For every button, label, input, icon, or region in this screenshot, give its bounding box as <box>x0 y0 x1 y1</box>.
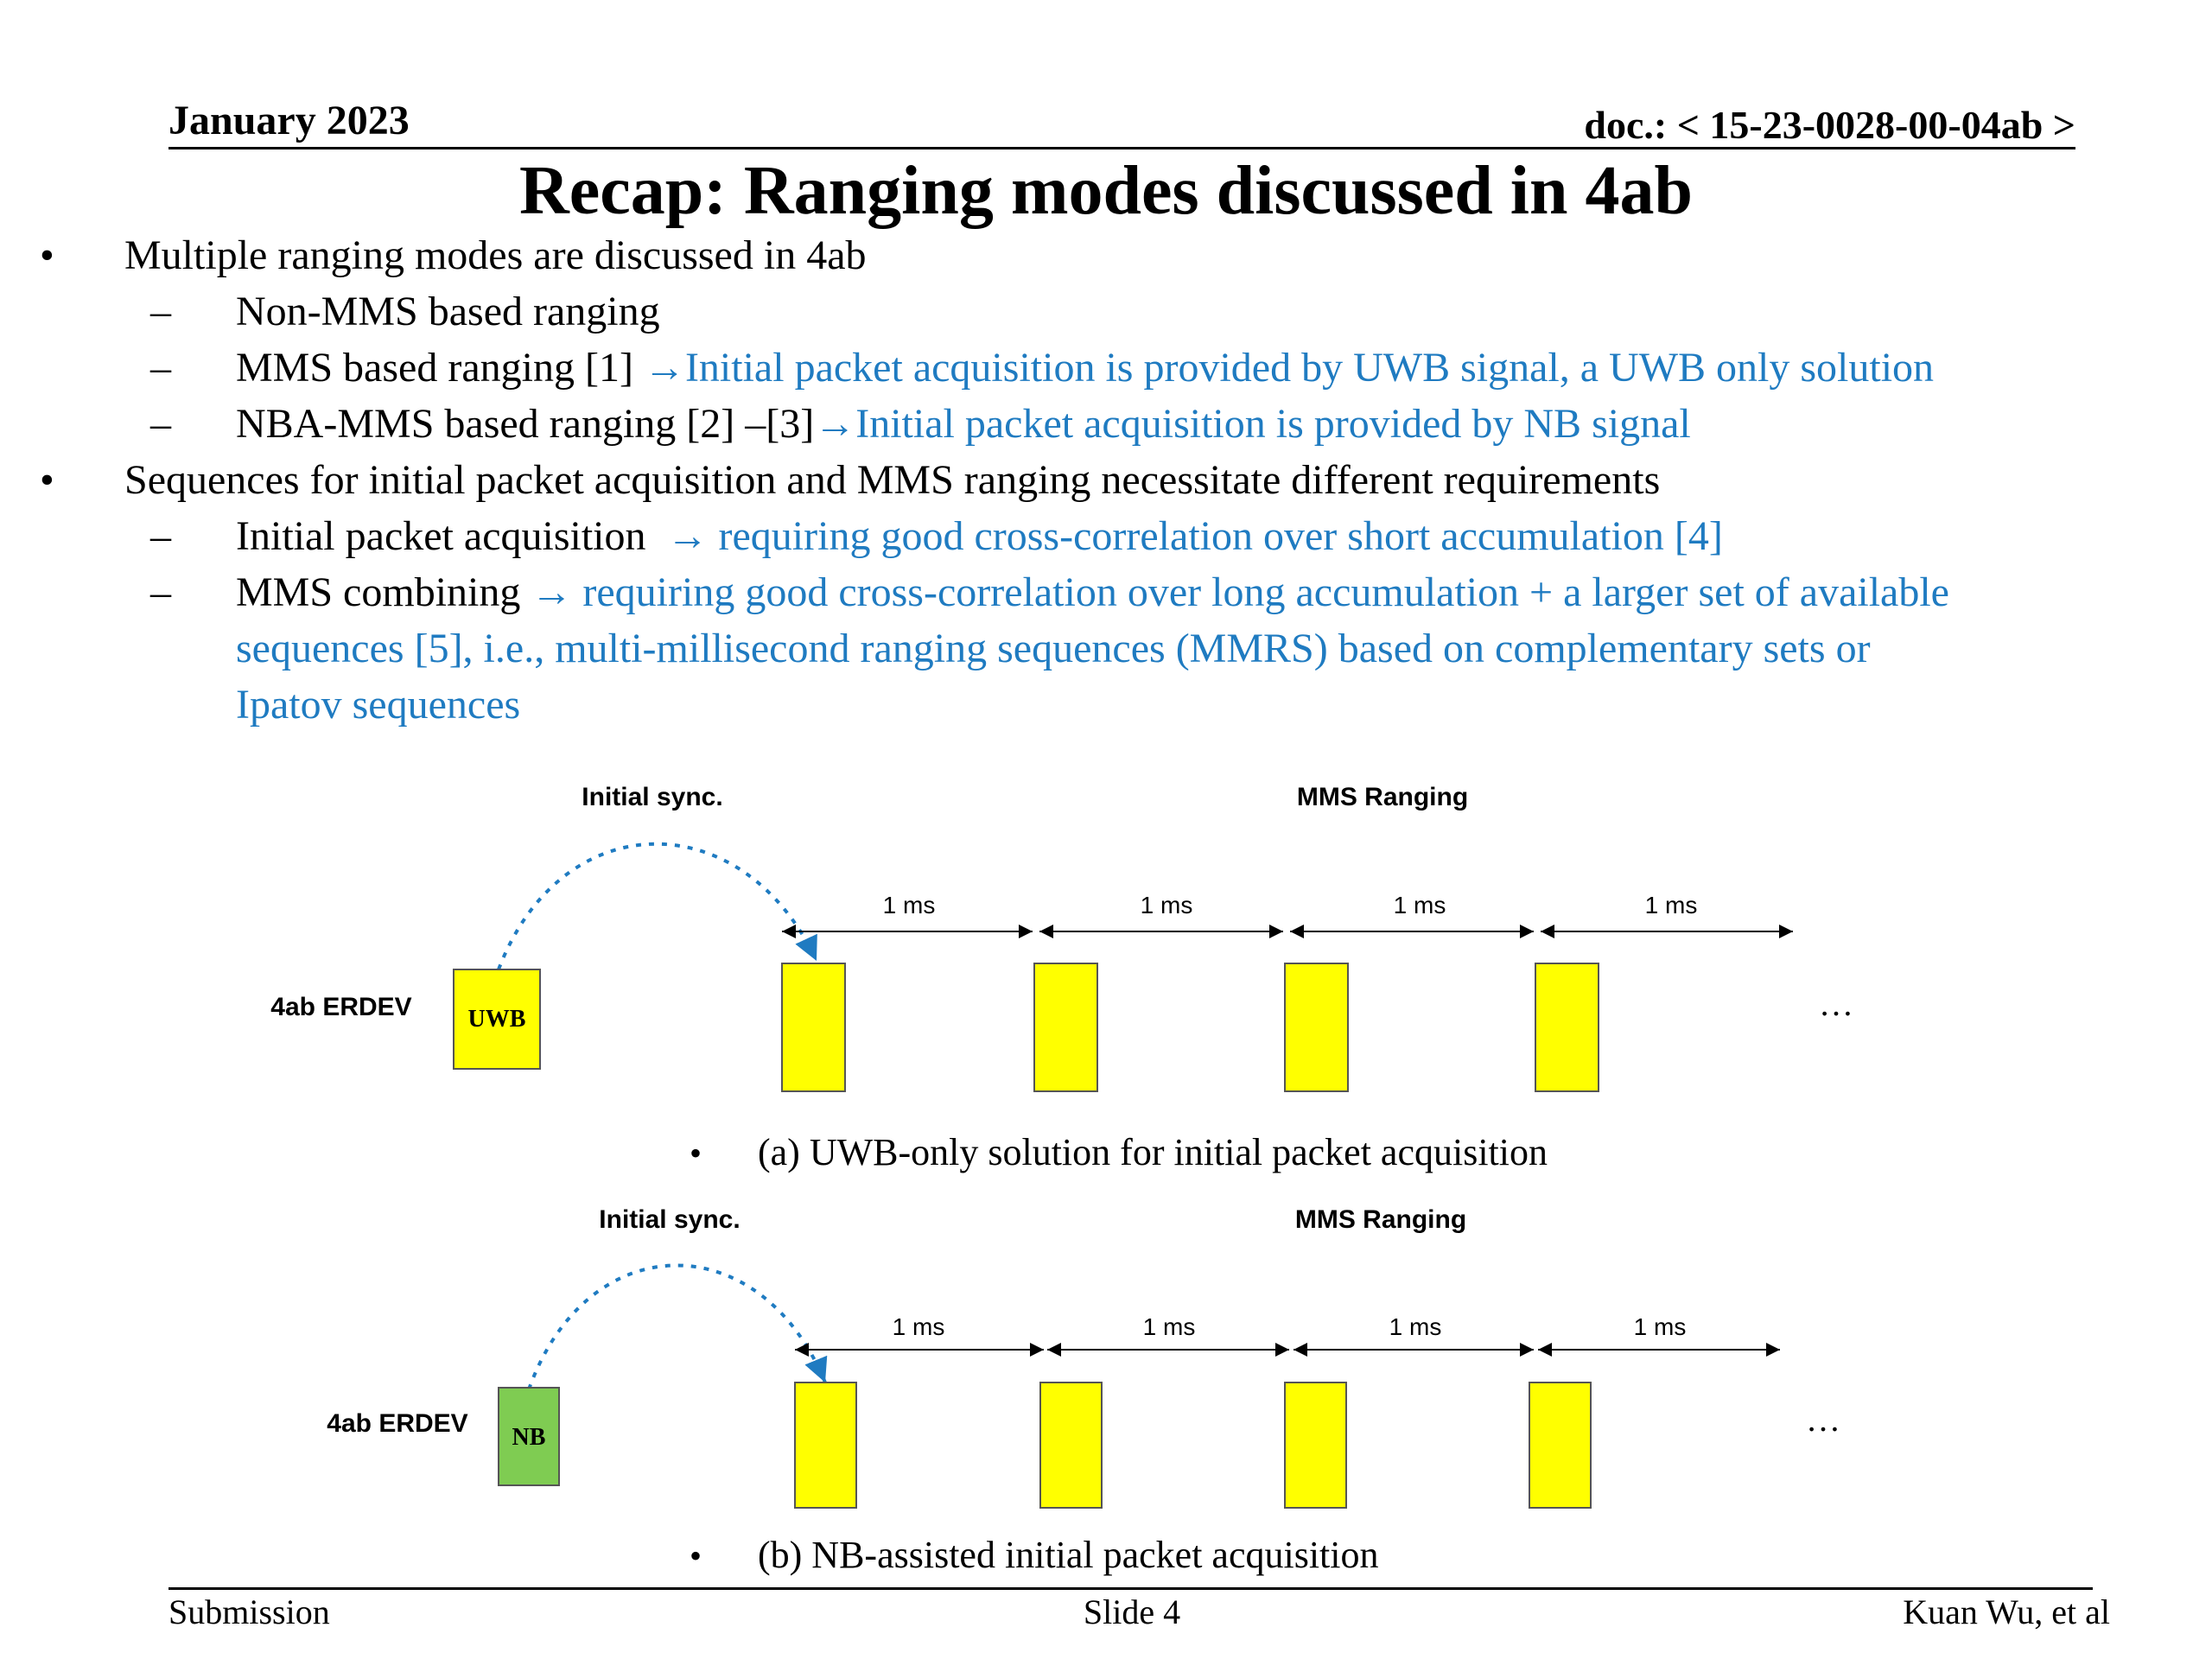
bullet-2-sub-2-detail-line3: Ipatov sequences <box>236 682 521 728</box>
interval-label: 1 ms <box>1634 1313 1687 1340</box>
mms-ranging-label: MMS Ranging <box>1295 1205 1466 1234</box>
bullet-2-sub-2: MMS combining → requiring good cross-cor… <box>236 569 1949 616</box>
uwb-block-label: UWB <box>468 1006 526 1033</box>
nb-block <box>498 1387 560 1486</box>
interval-label: 1 ms <box>1389 1313 1442 1340</box>
bullet-2-sub-1-detail: requiring good cross-correlation over sh… <box>708 513 1723 559</box>
slide-title: Recap: Ranging modes discussed in 4ab <box>518 153 1693 229</box>
sub-bullet-dash: – <box>150 401 171 447</box>
bullet-2-sub-2-text: MMS combining <box>236 569 531 615</box>
sub-bullet-dash: – <box>150 513 171 559</box>
bullet-1-sub-3-text: NBA-MMS based ranging [2] –[3] <box>236 401 815 447</box>
sub-bullet-dash: – <box>150 345 171 391</box>
ranging-block <box>1039 1382 1103 1509</box>
interval-label: 1 ms <box>1143 1313 1196 1340</box>
bullet-2: Sequences for initial packet acquisition… <box>124 457 1661 503</box>
device-label: 4ab ERDEV <box>327 1409 467 1438</box>
sub-bullet-dash: – <box>150 569 171 615</box>
caption-bullet: • <box>690 1134 702 1173</box>
diagram-a: Initial sync. MMS Ranging 1 ms 1 ms 1 ms… <box>270 783 1853 1173</box>
bullet-1-sub-1: Non-MMS based ranging <box>236 289 660 334</box>
caption-a: (a) UWB-only solution for initial packet… <box>758 1131 1548 1173</box>
caption-b: (b) NB-assisted initial packet acquisiti… <box>758 1534 1379 1576</box>
footer-rule <box>168 1587 2093 1590</box>
nb-block-label: NB <box>512 1424 546 1451</box>
uwb-block <box>453 969 541 1070</box>
footer-author: Kuan Wu, et al <box>1903 1592 2110 1631</box>
ranging-block <box>781 963 846 1092</box>
ranging-block <box>1284 963 1349 1092</box>
ellipsis: … <box>1806 1400 1840 1439</box>
ranging-block <box>1529 1382 1592 1509</box>
sub-bullet-dash: – <box>150 289 171 334</box>
initial-sync-label: Initial sync. <box>599 1205 740 1234</box>
bullet-1-sub-3: NBA-MMS based ranging [2] –[3]→Initial p… <box>236 400 1691 448</box>
ranging-block <box>794 1382 857 1509</box>
header-date: January 2023 <box>168 98 410 143</box>
interval-label: 1 ms <box>1394 892 1446 918</box>
bullet-2-sub-2-detail-line1: requiring good cross-correlation over lo… <box>572 569 1949 615</box>
ranging-block <box>1284 1382 1347 1509</box>
arrow-right-icon: → <box>643 345 685 391</box>
arrow-right-icon: → <box>814 401 856 447</box>
bullet-dot: • <box>40 232 54 278</box>
bullet-1-sub-3-detail: Initial packet acquisition is provided b… <box>855 401 1691 447</box>
sync-arc <box>497 842 818 970</box>
bullet-2-sub-2-detail-line2: sequences [5], i.e., multi-millisecond r… <box>236 626 1871 671</box>
bullet-1: Multiple ranging modes are discussed in … <box>124 232 867 278</box>
mms-ranging-label: MMS Ranging <box>1297 783 1468 811</box>
interval-label: 1 ms <box>1645 892 1698 918</box>
sync-arc <box>527 1263 828 1390</box>
bullet-1-sub-2-text: MMS based ranging [1] <box>236 345 644 391</box>
caption-bullet: • <box>690 1536 702 1575</box>
diagram-b: Initial sync. MMS Ranging 1 ms 1 ms 1 ms… <box>327 1205 1840 1576</box>
arrow-right-icon: → <box>666 513 709 559</box>
interval-label: 1 ms <box>1141 892 1193 918</box>
bullet-1-sub-2-detail: Initial packet acquisition is provided b… <box>684 345 1935 391</box>
initial-sync-label: Initial sync. <box>582 783 722 811</box>
interval-label: 1 ms <box>883 892 936 918</box>
bullet-1-sub-2: MMS based ranging [1] →Initial packet ac… <box>236 344 1934 391</box>
ranging-block <box>1535 963 1599 1092</box>
ellipsis: … <box>1819 984 1853 1023</box>
bullet-2-sub-1: Initial packet acquisition → requiring g… <box>236 512 1723 560</box>
footer-submission: Submission <box>168 1592 330 1631</box>
header-doc-id: doc.: < 15-23-0028-00-04ab > <box>1584 103 2075 147</box>
header-rule <box>168 147 2075 149</box>
interval-label: 1 ms <box>893 1313 945 1340</box>
bullet-2-sub-1-text: Initial packet acquisition <box>236 513 667 559</box>
footer-slide-number: Slide 4 <box>1083 1592 1181 1631</box>
arrow-right-icon: → <box>531 569 573 615</box>
bullet-dot: • <box>40 457 54 503</box>
ranging-block <box>1033 963 1098 1092</box>
device-label: 4ab ERDEV <box>270 993 411 1021</box>
